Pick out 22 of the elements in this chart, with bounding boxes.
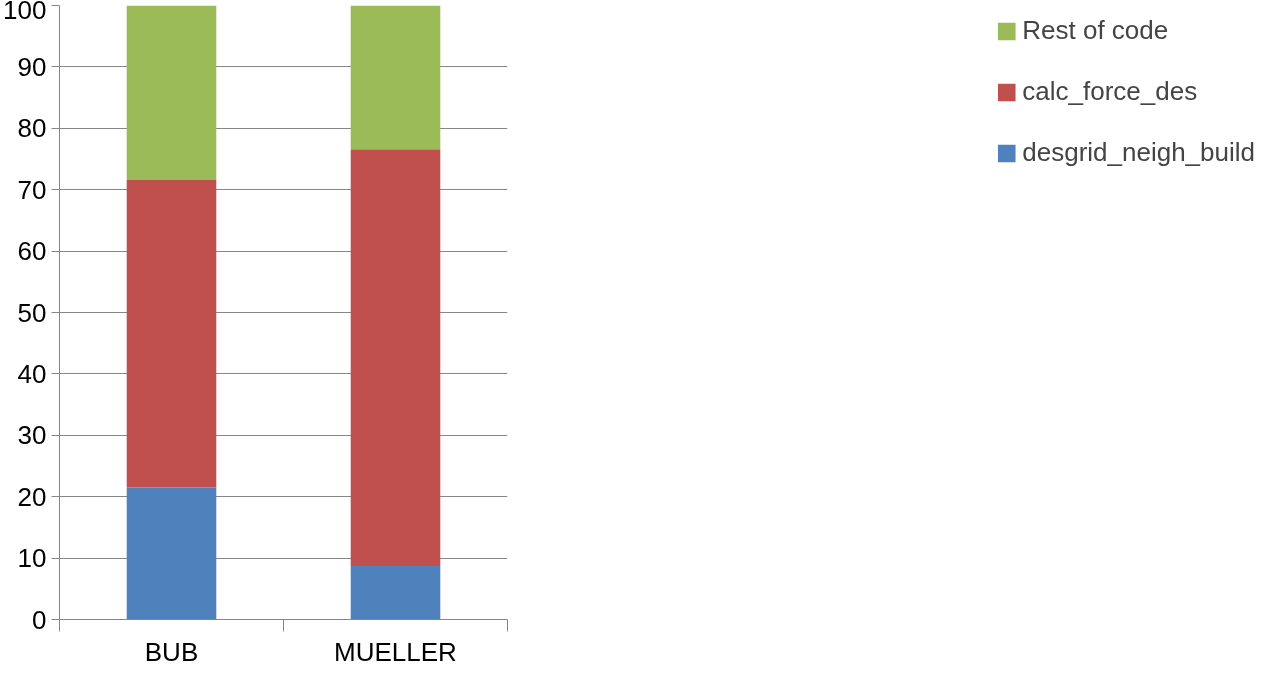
y-tick-label: 40	[17, 358, 47, 389]
y-tick-label: 90	[17, 51, 47, 82]
y-tick-label: 0	[32, 604, 47, 635]
x-tick-label: MUELLER	[334, 636, 457, 667]
legend-label: desgrid_neigh_build	[1022, 137, 1255, 168]
y-tick-label: 30	[17, 420, 47, 451]
bar	[350, 566, 441, 620]
bar	[126, 487, 217, 620]
x-tick-label: BUB	[144, 636, 199, 667]
legend-label: calc_force_des	[1022, 76, 1198, 107]
y-tick-label: 10	[17, 543, 47, 574]
y-tick-label: 100	[3, 0, 47, 25]
bar	[126, 179, 217, 488]
y-tick-label: 20	[17, 481, 47, 512]
bar	[350, 149, 441, 567]
y-tick-label: 70	[17, 174, 47, 205]
y-tick-label: 50	[17, 297, 47, 328]
y-tick-label: 80	[17, 113, 47, 144]
bar	[126, 5, 217, 180]
bar	[350, 5, 441, 150]
legend-label: Rest of code	[1022, 15, 1169, 46]
y-tick-label: 60	[17, 236, 47, 267]
